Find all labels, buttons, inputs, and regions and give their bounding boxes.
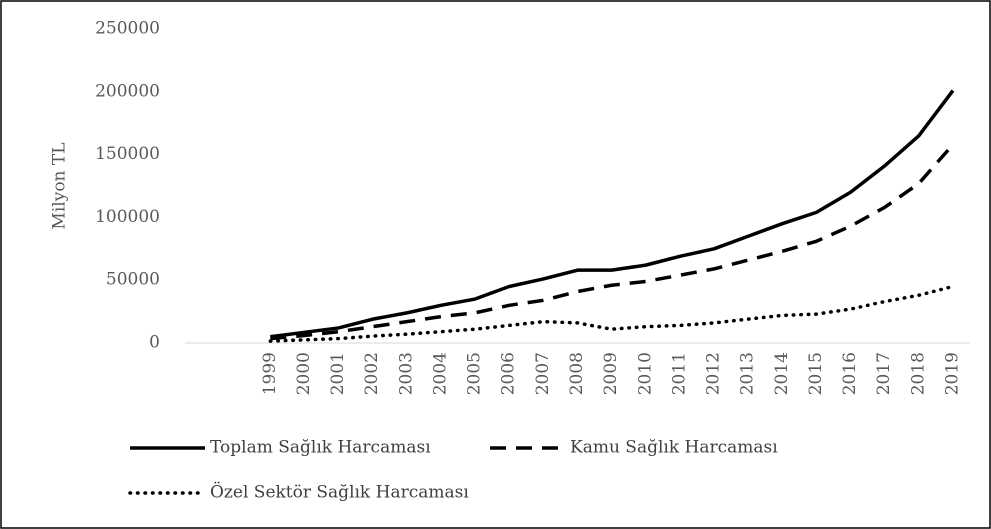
x-tick-label: 2003 bbox=[396, 352, 416, 395]
legend-label: Özel Sektör Sağlık Harcaması bbox=[210, 482, 469, 503]
y-tick-label: 200000 bbox=[95, 81, 160, 101]
x-tick-label: 2018 bbox=[908, 352, 928, 395]
x-tick-label: 1999 bbox=[260, 352, 280, 395]
y-tick-label: 100000 bbox=[95, 207, 160, 227]
y-tick-label: 150000 bbox=[95, 144, 160, 164]
x-tick-label: 2013 bbox=[738, 352, 758, 395]
series-line bbox=[270, 143, 955, 341]
x-tick-label: 2005 bbox=[465, 352, 485, 395]
series-line bbox=[270, 89, 955, 339]
y-axis-label: Milyon TL bbox=[50, 142, 70, 229]
x-tick-label: 2004 bbox=[430, 352, 450, 395]
x-tick-label: 2011 bbox=[669, 352, 689, 395]
legend-label: Toplam Sağlık Harcaması bbox=[210, 438, 431, 458]
legend-label: Kamu Sağlık Harcaması bbox=[570, 438, 778, 458]
x-tick-label: 2019 bbox=[942, 352, 962, 395]
series-line bbox=[268, 284, 955, 343]
x-tick-label: 2012 bbox=[704, 352, 724, 395]
x-tick-label: 2009 bbox=[601, 352, 621, 395]
x-tick-label: 2001 bbox=[328, 352, 348, 395]
x-tick-label: 2000 bbox=[294, 352, 314, 395]
y-tick-label: 50000 bbox=[106, 270, 160, 290]
x-tick-label: 2017 bbox=[874, 352, 894, 395]
x-tick-label: 2014 bbox=[772, 352, 792, 395]
x-tick-label: 2002 bbox=[362, 352, 382, 395]
x-tick-label: 2015 bbox=[806, 352, 826, 395]
x-tick-label: 2007 bbox=[533, 352, 553, 395]
x-tick-label: 2008 bbox=[567, 352, 587, 395]
y-tick-label: 250000 bbox=[95, 19, 160, 39]
x-tick-label: 2006 bbox=[499, 352, 519, 395]
x-tick-label: 2010 bbox=[635, 352, 655, 395]
x-tick-label: 2016 bbox=[840, 352, 860, 395]
y-tick-label: 0 bbox=[149, 333, 160, 353]
